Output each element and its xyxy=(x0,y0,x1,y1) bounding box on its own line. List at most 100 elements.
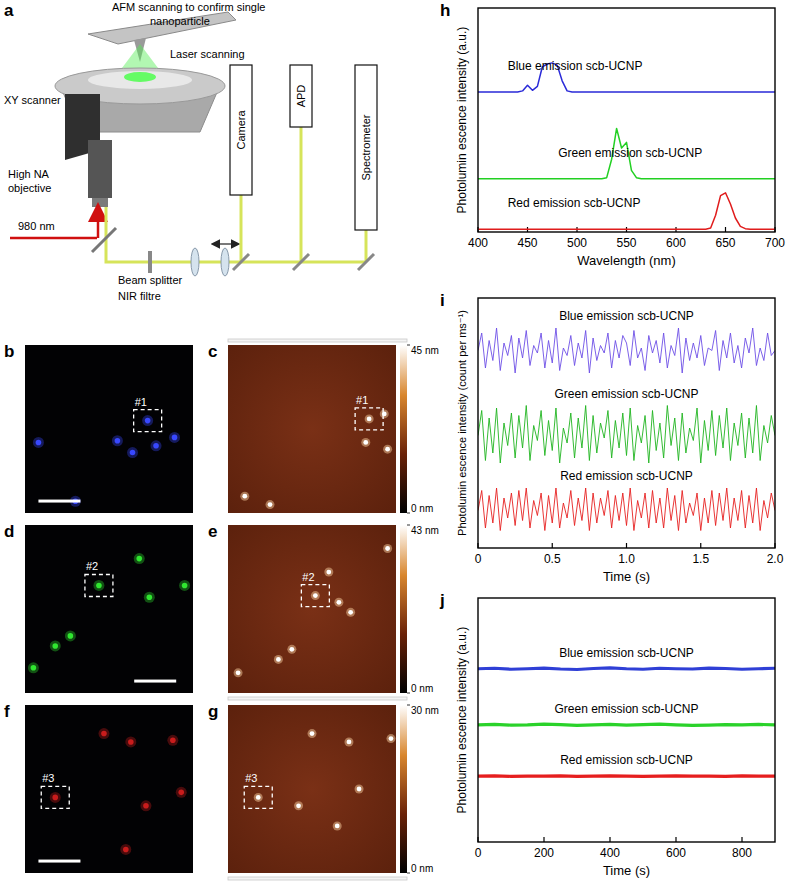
particle xyxy=(296,803,301,808)
particle xyxy=(289,647,294,652)
particle-glow xyxy=(308,729,317,738)
particle-box xyxy=(41,786,69,808)
particle xyxy=(52,643,58,649)
particle xyxy=(313,593,318,598)
colorbar-tick xyxy=(407,345,410,346)
colorbar-tick xyxy=(407,693,410,694)
figure: aCameraAPDSpectrometerAFM scanning to co… xyxy=(0,0,788,883)
scale-bar xyxy=(38,860,80,863)
particle-glow xyxy=(28,662,39,673)
particle-glow xyxy=(346,608,355,617)
chart: j0200400600800Blue emission scb-UCNPGree… xyxy=(439,591,775,878)
particle-glow xyxy=(176,787,187,798)
particle-glow xyxy=(179,580,190,591)
lens xyxy=(191,248,199,276)
schematic-label: Beam splitter xyxy=(118,274,183,286)
series-line xyxy=(478,668,775,670)
particle-glow xyxy=(127,447,138,458)
afm-bar xyxy=(228,877,407,880)
particle-glow xyxy=(140,800,151,811)
x-tick-label: 400 xyxy=(468,236,488,250)
series-label: Red emission scb-UCNP xyxy=(508,196,641,210)
particle-glow xyxy=(50,640,61,651)
series-label: Blue emission scb-UCNP xyxy=(559,646,694,660)
colorbar-label: 0 nm xyxy=(411,503,433,514)
plot-frame xyxy=(478,8,775,232)
panel-label: c xyxy=(208,342,217,361)
particle xyxy=(348,610,353,615)
excitation-beam xyxy=(10,237,97,240)
particle xyxy=(389,736,394,741)
particle xyxy=(236,670,241,675)
x-tick-label: 500 xyxy=(567,236,587,250)
panel-label: e xyxy=(208,522,217,541)
luminescence-image xyxy=(25,345,193,513)
particle-label: #3 xyxy=(42,772,54,784)
x-tick xyxy=(552,543,553,548)
particle-glow xyxy=(333,821,342,830)
series-line xyxy=(478,328,775,373)
series-line xyxy=(478,774,775,778)
particle xyxy=(310,731,315,736)
particle-glow xyxy=(93,580,104,591)
colorbar-label: 0 nm xyxy=(411,683,433,694)
particle xyxy=(128,739,134,745)
particle-glow xyxy=(266,500,275,509)
particle-glow xyxy=(167,735,178,746)
detector-beam xyxy=(240,195,243,262)
schematic-label: XY scanner xyxy=(4,94,61,106)
x-tick-label: 450 xyxy=(517,236,537,250)
particle xyxy=(36,440,42,446)
x-axis-label: Time (s) xyxy=(603,569,650,584)
x-tick-label: 700 xyxy=(765,236,785,250)
image-panel: g#30 nm30 nm xyxy=(208,702,439,880)
particle-glow xyxy=(361,438,370,447)
mirror xyxy=(233,254,249,270)
series-label: Blue emission scb-UCNP xyxy=(508,59,643,73)
particle xyxy=(335,824,340,829)
detector-box xyxy=(230,65,252,195)
series-line xyxy=(478,488,775,531)
panel-label: i xyxy=(440,291,445,310)
particle-glow xyxy=(50,792,61,803)
particle xyxy=(147,594,153,600)
particle xyxy=(385,447,390,452)
particle xyxy=(68,633,74,639)
particle xyxy=(170,737,176,743)
particle xyxy=(363,440,368,445)
mirror xyxy=(358,254,374,270)
panel-label: j xyxy=(439,591,445,610)
x-tick xyxy=(543,837,544,842)
particle xyxy=(336,600,341,605)
particle xyxy=(136,556,142,562)
detector-label: Spectrometer xyxy=(360,114,372,180)
scale-bar xyxy=(38,500,80,503)
series-line xyxy=(478,406,775,464)
luminescence-image xyxy=(25,525,193,693)
colorbar-label: 43 nm xyxy=(411,525,439,536)
schematic-label: nanoparticle xyxy=(150,15,210,27)
particle-glow xyxy=(324,568,333,577)
image-panel: e#20 nm43 nm xyxy=(208,522,439,700)
particle-glow xyxy=(169,432,180,443)
particle-glow xyxy=(386,734,395,743)
panel-label: b xyxy=(4,342,14,361)
x-tick-label: 1.0 xyxy=(618,552,635,566)
particle-glow xyxy=(380,409,389,418)
particle-label: #1 xyxy=(135,396,147,408)
panel-label: a xyxy=(4,1,14,20)
particle-box xyxy=(244,786,272,808)
lens-move-arrow xyxy=(213,243,238,244)
particle-glow xyxy=(383,544,392,553)
x-tick-label: 1.5 xyxy=(692,552,709,566)
particle-box xyxy=(134,410,162,432)
particle-label: #2 xyxy=(86,560,98,572)
x-tick xyxy=(725,227,726,232)
particle xyxy=(123,847,129,853)
colorbar xyxy=(400,705,407,873)
particle xyxy=(52,795,58,801)
particle-glow xyxy=(120,844,131,855)
x-tick-label: 600 xyxy=(666,236,686,250)
x-tick-label: 200 xyxy=(534,846,554,860)
x-tick-label: 0 xyxy=(475,552,482,566)
